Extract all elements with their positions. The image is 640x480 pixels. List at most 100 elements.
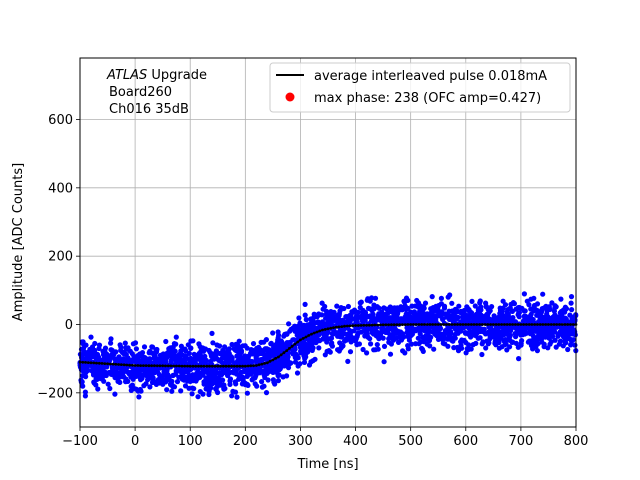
- scatter-point: [372, 295, 379, 301]
- average-pulse-marker: [194, 364, 198, 368]
- scatter-point: [196, 341, 202, 347]
- scatter-point: [296, 315, 302, 321]
- scatter-point: [447, 292, 453, 298]
- average-pulse-marker: [469, 323, 473, 326]
- scatter-point: [502, 331, 509, 337]
- scatter-point: [400, 331, 406, 337]
- scatter-point: [225, 356, 231, 362]
- scatter-point: [547, 341, 553, 347]
- scatter-point: [286, 321, 292, 327]
- scatter-point: [304, 323, 310, 329]
- scatter-point: [364, 350, 370, 356]
- x-tick-label: 400: [343, 434, 368, 449]
- average-pulse-marker: [497, 323, 501, 326]
- scatter-point: [546, 333, 552, 339]
- scatter-point: [80, 339, 86, 345]
- scatter-point: [279, 363, 285, 369]
- scatter-point: [244, 390, 250, 396]
- legend-label-max-phase: max phase: 238 (OFC amp=0.427): [314, 91, 541, 106]
- average-pulse-marker: [423, 323, 426, 326]
- average-pulse-marker: [249, 364, 253, 368]
- scatter-point: [442, 311, 448, 317]
- average-pulse-marker: [299, 338, 302, 342]
- scatter-point: [490, 334, 496, 340]
- scatter-point: [483, 345, 489, 351]
- legend-label-average: average interleaved pulse 0.018mA: [314, 69, 547, 84]
- average-pulse-marker: [478, 323, 481, 326]
- scatter-point: [329, 340, 335, 346]
- average-pulse-marker: [133, 364, 137, 367]
- scatter-point: [567, 336, 574, 342]
- average-pulse-marker: [81, 360, 85, 364]
- average-pulse-marker: [282, 351, 286, 355]
- average-pulse-marker: [255, 364, 258, 367]
- scatter-point: [195, 394, 201, 400]
- scatter-point: [123, 351, 129, 358]
- scatter-point: [540, 291, 546, 297]
- scatter-point: [563, 340, 569, 346]
- annotation-line3: Ch016 35dB: [109, 102, 189, 117]
- scatter-point: [252, 368, 259, 374]
- scatter-point: [127, 370, 133, 376]
- scatter-point: [355, 309, 361, 315]
- scatter-point: [202, 360, 208, 366]
- average-pulse-marker: [139, 364, 143, 367]
- average-pulse-marker: [511, 323, 514, 326]
- scatter-point: [409, 325, 415, 331]
- scatter-point: [496, 339, 502, 346]
- scatter-point: [534, 348, 541, 354]
- average-pulse-marker: [483, 323, 487, 326]
- scatter-point: [88, 334, 94, 340]
- scatter-point: [347, 349, 354, 355]
- average-pulse-marker: [166, 364, 170, 368]
- scatter-point: [456, 303, 462, 309]
- scatter-point: [543, 328, 549, 334]
- average-pulse-marker: [428, 323, 432, 326]
- scatter-point: [229, 355, 235, 361]
- average-pulse-marker: [351, 324, 355, 328]
- scatter-point: [193, 353, 199, 359]
- scatter-point: [354, 332, 361, 338]
- scatter-point: [232, 367, 238, 373]
- average-pulse-marker: [266, 361, 269, 365]
- scatter-point: [570, 314, 577, 320]
- average-pulse-marker: [108, 362, 112, 366]
- annotation: ATLAS Upgrade Board260 Ch016 35dB: [106, 68, 207, 117]
- x-tick-label: 800: [564, 434, 589, 449]
- scatter-point: [232, 389, 239, 395]
- scatter-point: [216, 370, 222, 376]
- scatter-point: [497, 310, 503, 317]
- average-pulse-marker: [445, 323, 448, 326]
- scatter-point: [200, 391, 206, 397]
- scatter-point: [567, 319, 574, 325]
- scatter-point: [331, 309, 337, 315]
- average-pulse-marker: [219, 364, 222, 368]
- scatter-point: [479, 341, 485, 347]
- average-pulse-marker: [117, 363, 120, 366]
- average-pulse-marker: [122, 363, 126, 367]
- scatter-point: [274, 340, 280, 346]
- average-pulse-marker: [544, 323, 548, 326]
- scatter-point: [504, 315, 510, 321]
- scatter-point: [216, 357, 222, 363]
- scatter-point: [411, 309, 417, 315]
- average-pulse-marker: [323, 328, 327, 331]
- scatter-point: [308, 316, 314, 322]
- scatter-point: [95, 386, 101, 392]
- scatter-point: [390, 332, 396, 338]
- scatter-point: [520, 332, 526, 338]
- average-pulse-marker: [315, 330, 319, 334]
- average-pulse-marker: [489, 323, 492, 326]
- scatter-point: [408, 330, 414, 336]
- scatter-point: [379, 325, 385, 332]
- scatter-point: [178, 388, 184, 394]
- scatter-point: [292, 359, 299, 365]
- scatter-point: [110, 365, 116, 371]
- scatter-point: [178, 343, 184, 349]
- average-pulse-marker: [329, 326, 333, 330]
- average-pulse-marker: [288, 347, 291, 350]
- average-pulse-marker: [290, 344, 294, 348]
- scatter-point: [93, 382, 99, 388]
- average-pulse-marker: [268, 359, 272, 363]
